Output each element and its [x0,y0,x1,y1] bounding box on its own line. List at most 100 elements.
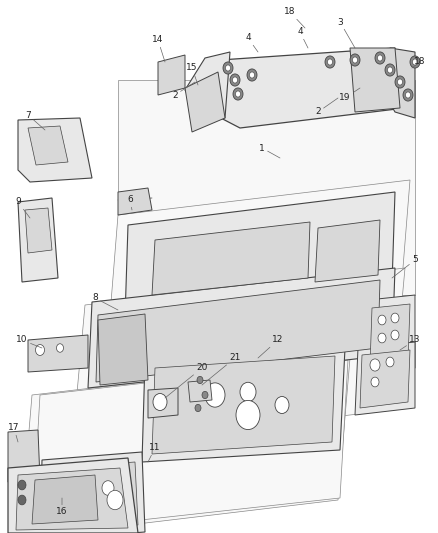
Polygon shape [40,452,145,533]
Text: 18: 18 [411,58,425,68]
Text: 13: 13 [399,335,420,350]
Text: 15: 15 [186,63,198,85]
Circle shape [63,489,73,501]
Polygon shape [184,52,230,118]
Circle shape [223,62,233,74]
Circle shape [62,471,74,485]
Circle shape [37,142,47,154]
Circle shape [274,397,288,414]
Polygon shape [187,380,212,402]
Circle shape [28,227,36,237]
Polygon shape [369,304,409,366]
Circle shape [78,487,86,497]
Polygon shape [28,126,68,165]
Circle shape [91,481,105,498]
Circle shape [240,382,255,402]
Polygon shape [152,356,334,454]
Circle shape [377,333,385,343]
Text: 17: 17 [8,424,20,442]
Polygon shape [106,485,130,518]
Polygon shape [18,198,58,282]
Circle shape [18,480,26,490]
Circle shape [390,330,398,340]
Polygon shape [354,342,414,415]
Polygon shape [25,208,52,253]
Circle shape [369,359,379,371]
Polygon shape [364,295,414,375]
Circle shape [377,55,381,61]
Polygon shape [359,350,409,408]
Polygon shape [18,118,92,182]
Text: 10: 10 [16,335,42,348]
Circle shape [249,72,254,78]
Circle shape [102,481,114,495]
Polygon shape [8,458,138,533]
Polygon shape [32,360,347,532]
Polygon shape [16,468,128,530]
Circle shape [18,495,26,505]
Text: 1: 1 [258,143,279,158]
Polygon shape [125,192,394,318]
Circle shape [352,57,357,63]
Circle shape [247,69,256,81]
Circle shape [384,64,394,76]
Circle shape [225,65,230,71]
Circle shape [412,59,417,65]
Text: 18: 18 [283,7,304,28]
Circle shape [324,56,334,68]
Circle shape [396,79,402,85]
Circle shape [107,490,123,510]
Polygon shape [20,358,349,533]
Circle shape [385,357,393,367]
Polygon shape [108,180,409,340]
Circle shape [153,393,166,410]
Polygon shape [158,55,184,95]
Circle shape [39,252,49,264]
Text: 9: 9 [15,198,30,218]
Text: 8: 8 [92,294,118,310]
Circle shape [197,376,202,384]
Circle shape [405,92,410,98]
Circle shape [394,76,404,88]
Polygon shape [148,388,177,418]
Circle shape [205,383,225,407]
Circle shape [370,377,378,387]
Text: 6: 6 [127,196,133,210]
Polygon shape [28,335,88,372]
Text: 11: 11 [148,443,160,462]
Text: 20: 20 [165,364,207,398]
Text: 2: 2 [172,82,194,100]
Text: 19: 19 [339,88,359,102]
Circle shape [236,400,259,430]
Text: 14: 14 [152,36,165,62]
Polygon shape [314,220,379,282]
Text: 7: 7 [25,110,45,130]
Circle shape [194,405,201,411]
Text: 3: 3 [336,18,354,48]
Circle shape [230,74,240,86]
Polygon shape [349,48,399,112]
Text: 4: 4 [297,28,307,48]
Text: 2: 2 [314,98,337,117]
Polygon shape [215,48,404,128]
Polygon shape [184,72,225,132]
Circle shape [35,344,44,356]
Text: 21: 21 [201,353,240,385]
Polygon shape [88,268,394,388]
Circle shape [327,59,332,65]
Polygon shape [118,80,414,295]
Circle shape [201,391,208,399]
Polygon shape [96,280,379,382]
Text: 12: 12 [258,335,283,358]
Text: 16: 16 [56,498,67,516]
Circle shape [377,315,385,325]
Circle shape [57,344,64,352]
Circle shape [233,88,243,100]
Polygon shape [72,268,404,448]
Circle shape [387,67,392,73]
Polygon shape [387,48,414,118]
Text: 5: 5 [391,255,417,278]
Circle shape [390,313,398,323]
Polygon shape [48,462,138,532]
Circle shape [349,54,359,66]
